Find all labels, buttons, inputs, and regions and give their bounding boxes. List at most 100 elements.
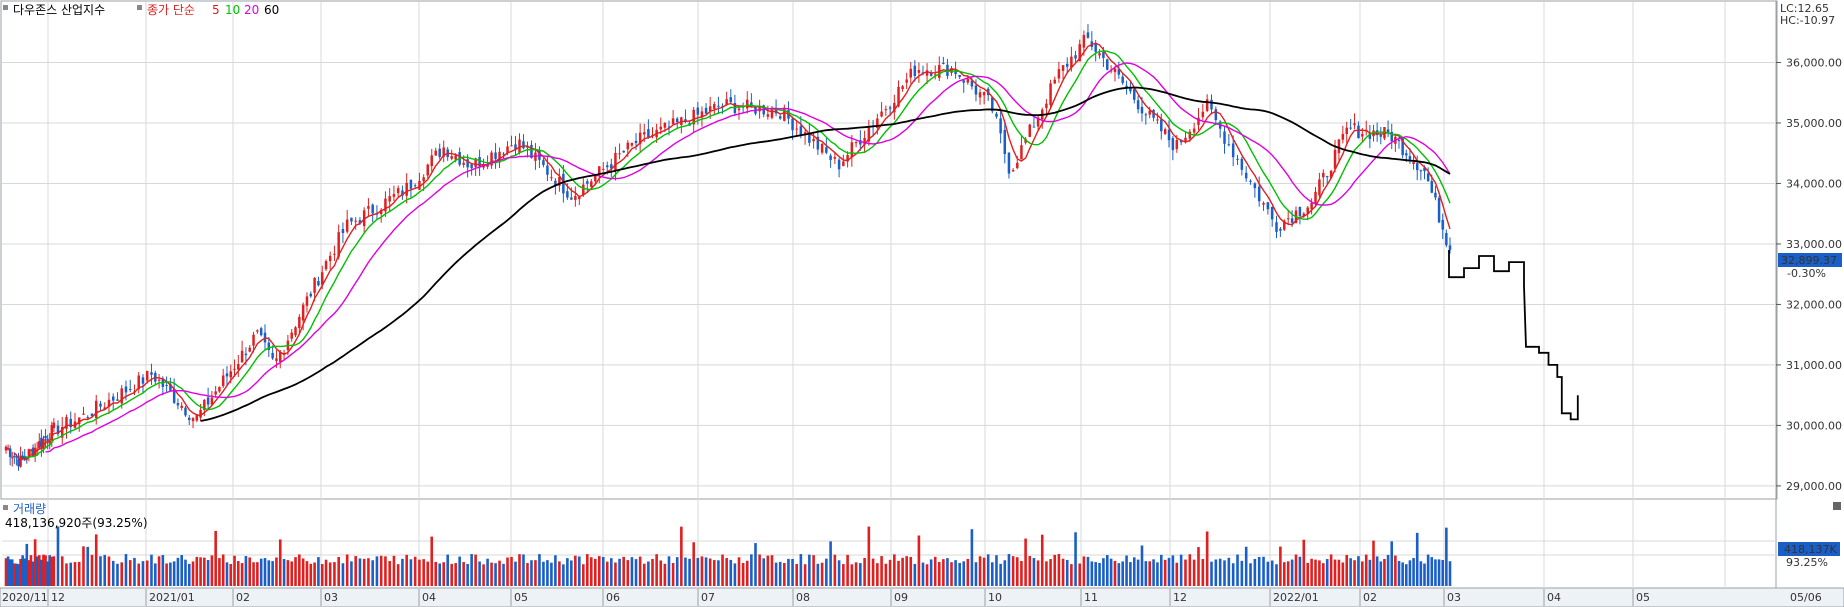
ma5-legend: 5 bbox=[212, 3, 220, 17]
volume-bar bbox=[1244, 546, 1248, 586]
volume-bar bbox=[921, 562, 925, 586]
volume-bar bbox=[388, 561, 391, 586]
volume-bar bbox=[15, 563, 18, 586]
candle-up bbox=[498, 151, 501, 163]
volume-bar bbox=[405, 554, 408, 586]
volume-bar bbox=[667, 556, 671, 586]
volume-bar bbox=[358, 558, 362, 586]
candle-up bbox=[233, 368, 236, 370]
volume-bar bbox=[23, 558, 27, 586]
volume-bar bbox=[13, 563, 16, 586]
time-label: 12 bbox=[51, 591, 65, 604]
candle-down bbox=[1214, 109, 1218, 121]
candle-down bbox=[165, 385, 168, 387]
candle-up bbox=[301, 304, 305, 321]
candle-up bbox=[120, 388, 123, 404]
volume-bar bbox=[663, 563, 667, 586]
candle-up bbox=[598, 166, 601, 174]
volume-bar bbox=[659, 560, 663, 586]
volume-bar bbox=[542, 561, 545, 586]
volume-bar bbox=[808, 554, 811, 586]
volume-bar bbox=[52, 556, 56, 586]
candle-up bbox=[19, 455, 22, 467]
hc-label: HC:-10.97 bbox=[1780, 14, 1835, 27]
volume-bar bbox=[597, 556, 601, 586]
candle-down bbox=[1445, 233, 1448, 246]
candle-up bbox=[1148, 110, 1151, 115]
candle-up bbox=[298, 316, 301, 329]
candle-up bbox=[1262, 202, 1265, 205]
volume-bar bbox=[259, 558, 263, 586]
candle-down bbox=[46, 438, 49, 442]
volume-bar bbox=[1318, 560, 1321, 586]
volume-bar bbox=[1167, 557, 1171, 586]
volume-bar bbox=[203, 557, 206, 586]
volume-bar bbox=[1415, 532, 1419, 586]
volume-bar bbox=[256, 562, 259, 586]
volume-bar bbox=[787, 558, 790, 586]
candle-up bbox=[909, 68, 913, 78]
volume-bar bbox=[180, 555, 184, 586]
volume-bar bbox=[157, 556, 161, 586]
candle-up bbox=[1020, 145, 1023, 160]
candle-down bbox=[150, 372, 153, 375]
time-label: 10 bbox=[988, 591, 1002, 604]
candle-up bbox=[842, 161, 845, 167]
volume-bar bbox=[978, 556, 982, 586]
volume-bar bbox=[1275, 564, 1278, 586]
candle-down bbox=[1227, 144, 1231, 146]
price-pane-frame bbox=[0, 0, 1778, 500]
volume-bar bbox=[354, 556, 357, 586]
volume-bar bbox=[320, 564, 324, 586]
volume-bar bbox=[1257, 556, 1261, 586]
candle-down bbox=[554, 180, 557, 186]
volume-bar bbox=[1184, 559, 1187, 586]
volume-bar bbox=[498, 560, 501, 586]
volume-bar bbox=[999, 563, 1002, 586]
current-price-box bbox=[1778, 253, 1842, 267]
volume-bar bbox=[1020, 561, 1023, 586]
volume-bar bbox=[438, 563, 442, 586]
candle-up bbox=[901, 86, 904, 89]
volume-bar bbox=[99, 556, 102, 586]
candle-up bbox=[574, 195, 577, 200]
candle-down bbox=[647, 129, 650, 138]
volume-bar bbox=[586, 554, 589, 586]
candle-up bbox=[107, 399, 111, 407]
ma60-legend: 60 bbox=[264, 3, 279, 17]
volume-bar bbox=[38, 555, 41, 586]
volume-bar bbox=[1249, 563, 1252, 586]
volume-bar bbox=[172, 561, 176, 586]
volume-bar bbox=[1445, 527, 1448, 586]
candle-up bbox=[1361, 133, 1364, 137]
volume-pane-button[interactable] bbox=[1833, 502, 1841, 510]
candle-down bbox=[1236, 158, 1239, 160]
volume-bar bbox=[1152, 559, 1155, 586]
volume-bar bbox=[1375, 556, 1379, 586]
volume-bar bbox=[1070, 564, 1073, 586]
volume-bar bbox=[214, 530, 217, 586]
volume-bar bbox=[392, 555, 396, 586]
candle-down bbox=[1275, 222, 1278, 232]
candle-up bbox=[713, 104, 716, 109]
candle-up bbox=[783, 107, 786, 121]
candle-down bbox=[1160, 119, 1163, 132]
candle-up bbox=[1283, 220, 1286, 230]
volume-bar bbox=[1078, 563, 1082, 586]
candle-up bbox=[550, 177, 553, 179]
candle-up bbox=[462, 162, 465, 165]
candle-down bbox=[317, 281, 320, 286]
volume-bar bbox=[77, 561, 81, 586]
volume-bar bbox=[150, 554, 153, 586]
candle-up bbox=[379, 209, 383, 215]
volume-bar bbox=[518, 554, 521, 586]
volume-bar bbox=[799, 554, 803, 586]
price-tick-label: 31,000.00 bbox=[1786, 359, 1842, 372]
volume-bar bbox=[630, 557, 634, 586]
candle-down bbox=[31, 447, 35, 457]
volume-bar bbox=[1125, 555, 1128, 586]
candle-down bbox=[184, 407, 187, 416]
volume-bar bbox=[1337, 559, 1341, 586]
candle-up bbox=[1028, 124, 1032, 137]
volume-bar bbox=[341, 563, 345, 586]
